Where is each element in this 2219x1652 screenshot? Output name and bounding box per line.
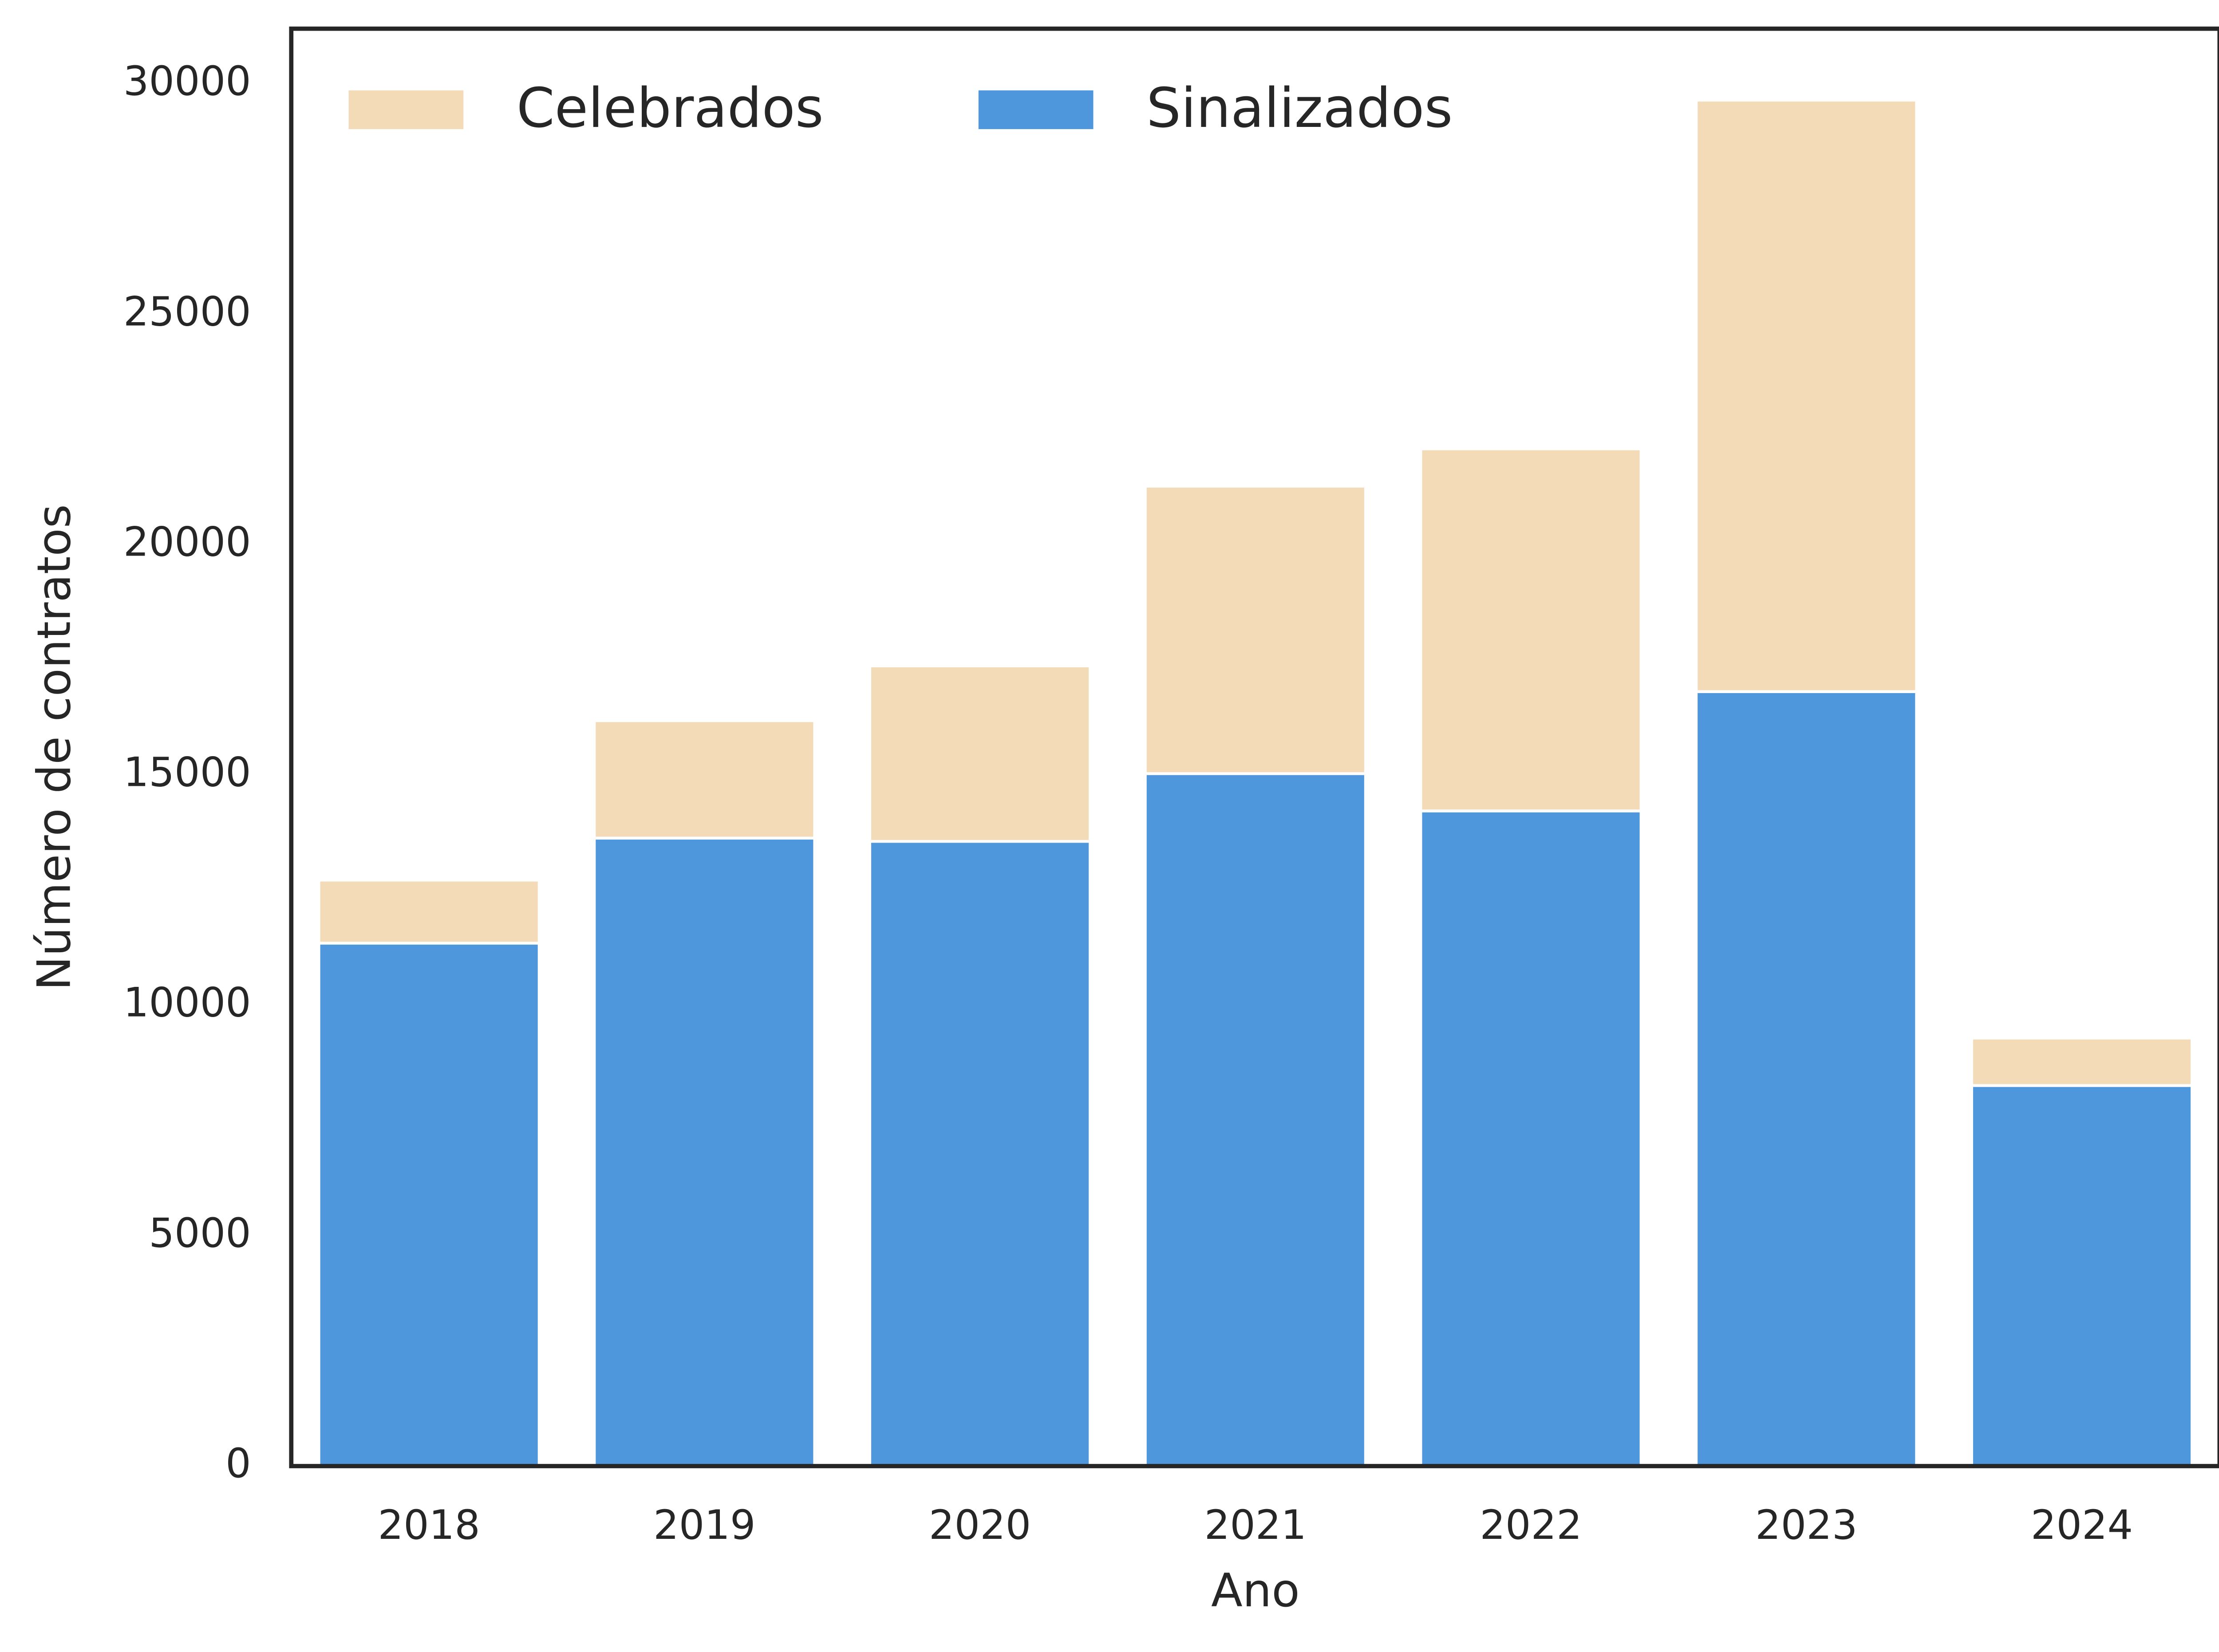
y-tick-label: 25000 [123,288,251,335]
legend-swatch [348,90,464,129]
bar [317,942,541,1468]
x-tick-label: 2023 [1755,1502,1857,1549]
legend-label: Celebrados [517,76,824,140]
x-tick-label: 2020 [929,1502,1031,1549]
bar [1970,1084,2194,1468]
y-tick-label: 0 [225,1440,251,1487]
x-tick-label: 2022 [1480,1502,1582,1549]
x-tick-label: 2018 [378,1502,480,1549]
x-axis-label: Ano [1211,1564,1300,1617]
bar [868,840,1092,1468]
y-tick-label: 20000 [123,519,251,565]
y-tick-label: 30000 [123,58,251,105]
legend-swatch [978,90,1094,129]
bar [1419,809,1643,1468]
plot-frame [289,26,2219,1468]
x-tick-label: 2019 [653,1502,755,1549]
bar [1144,772,1367,1468]
y-tick-label: 5000 [149,1210,251,1257]
y-tick-label: 10000 [123,980,251,1026]
legend-label: Sinalizados [1146,76,1453,140]
y-tick-label: 15000 [123,749,251,796]
bar [592,836,816,1468]
bar [1694,690,1918,1468]
x-tick-label: 2021 [1204,1502,1307,1549]
x-tick-label: 2024 [2031,1502,2133,1549]
y-axis-label: Número de contratos [28,504,81,990]
